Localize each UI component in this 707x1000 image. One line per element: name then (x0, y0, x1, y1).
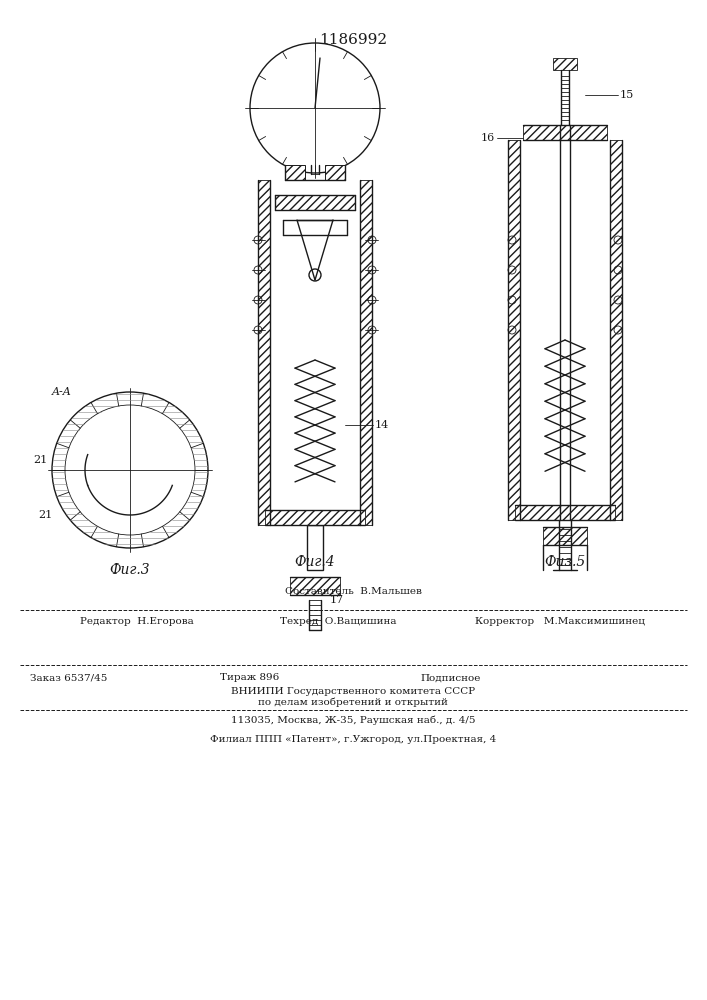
Text: 17: 17 (330, 595, 344, 605)
Text: Подписное: Подписное (420, 674, 480, 682)
Text: 14: 14 (375, 420, 390, 430)
Bar (543, 527, 587, 545)
Bar (258, 180, 270, 525)
Text: 16: 16 (481, 133, 495, 143)
Bar (508, 140, 520, 520)
Bar (290, 577, 340, 595)
Text: Корректор   М.Максимишинец: Корректор М.Максимишинец (475, 617, 645, 626)
Bar (265, 510, 365, 525)
Text: 113035, Москва, Ж-35, Раушская наб., д. 4/5: 113035, Москва, Ж-35, Раушская наб., д. … (230, 715, 475, 725)
Text: 15: 15 (620, 90, 634, 100)
Text: Заказ 6537/45: Заказ 6537/45 (30, 674, 107, 682)
Text: Филиал ППП «Патент», г.Ужгород, ул.Проектная, 4: Филиал ППП «Патент», г.Ужгород, ул.Проек… (210, 736, 496, 744)
Bar (360, 180, 372, 525)
Bar (523, 125, 607, 140)
Text: Физ.5: Физ.5 (544, 555, 585, 569)
Bar (553, 58, 577, 70)
Text: 21: 21 (38, 510, 52, 520)
Bar (285, 165, 305, 180)
Text: Фиг.3: Фиг.3 (110, 563, 151, 577)
Text: Составитель  В.Мальшев: Составитель В.Мальшев (284, 587, 421, 596)
Text: A-A: A-A (52, 387, 72, 397)
Bar (275, 195, 355, 210)
Text: 21: 21 (33, 455, 47, 465)
Text: Тираж 896: Тираж 896 (220, 674, 279, 682)
Bar (515, 505, 615, 520)
Text: Редактор  Н.Егорова: Редактор Н.Егорова (80, 617, 194, 626)
Text: Фиг.4: Фиг.4 (295, 555, 335, 569)
Text: 1186992: 1186992 (319, 33, 387, 47)
Bar (307, 525, 323, 570)
Text: по делам изобретений и открытий: по делам изобретений и открытий (258, 697, 448, 707)
Text: Техред  О.Ващишина: Техред О.Ващишина (280, 617, 397, 626)
Bar (610, 140, 622, 520)
Text: ВНИИПИ Государственного комитета СССР: ВНИИПИ Государственного комитета СССР (231, 688, 475, 696)
Bar (325, 165, 345, 180)
